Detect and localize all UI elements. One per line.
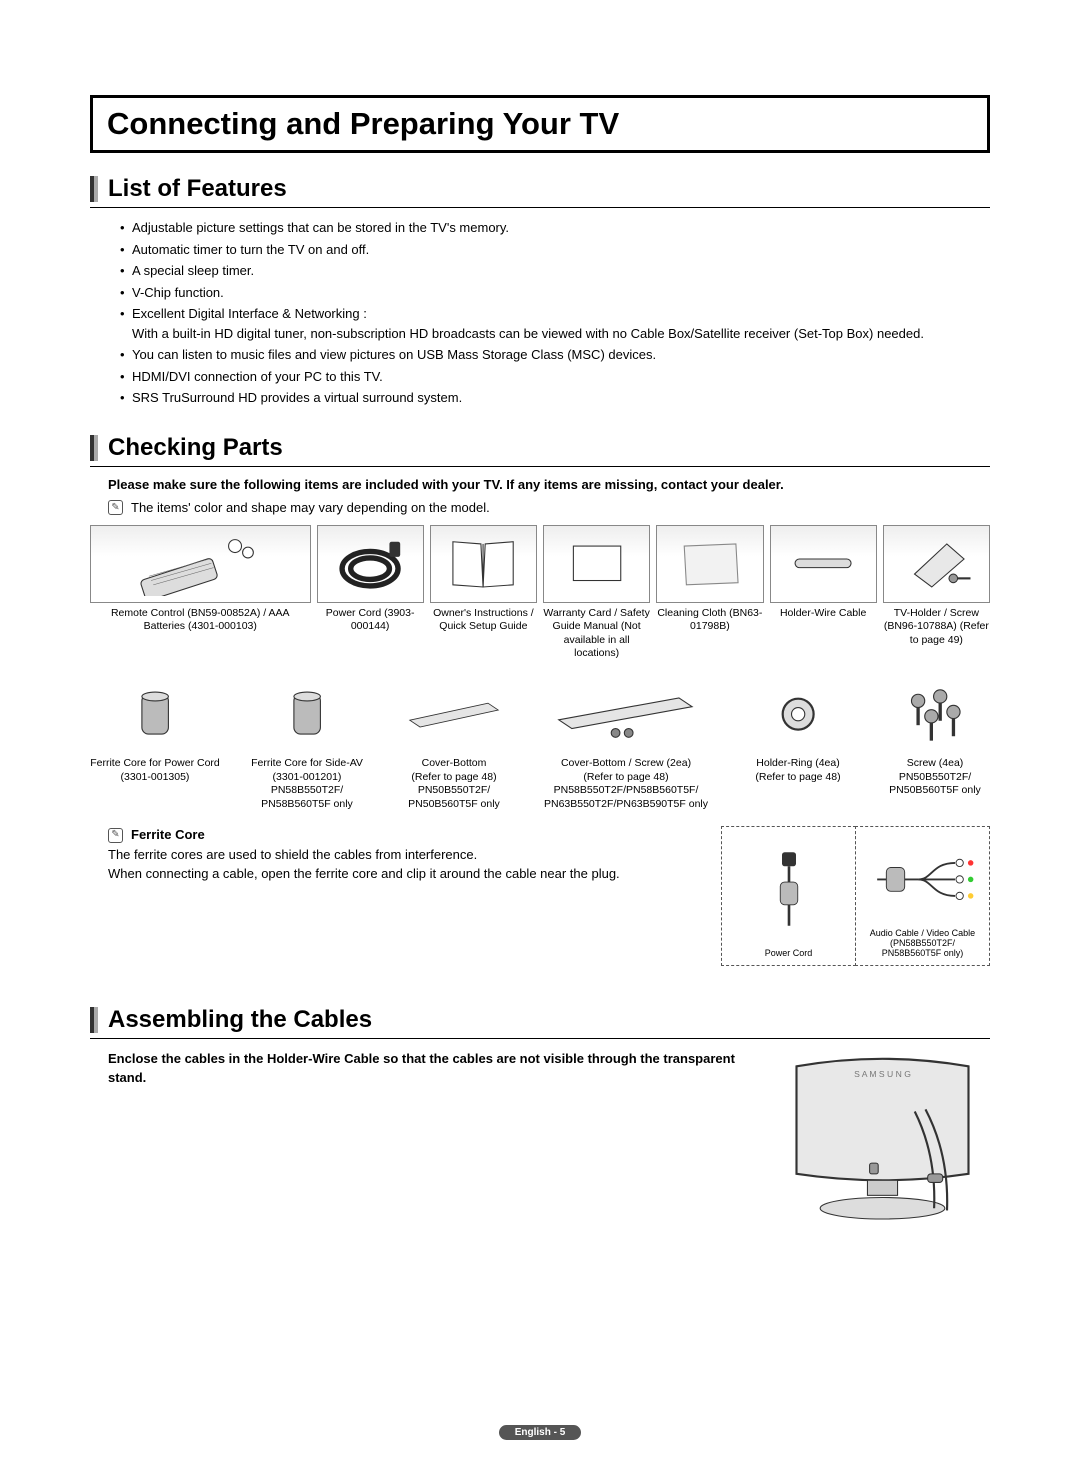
ferrite-diagrams: Power Cord Audio Cabl bbox=[721, 826, 990, 966]
part-label: Ferrite Core for Power Cord (3301-001305… bbox=[90, 757, 220, 784]
note-text: The items' color and shape may vary depe… bbox=[131, 500, 490, 515]
part-label: Power Cord (3903-000144) bbox=[317, 607, 424, 634]
book-icon bbox=[430, 525, 537, 603]
assembling-content: Enclose the cables in the Holder-Wire Ca… bbox=[90, 1049, 990, 1229]
part-label: Cleaning Cloth (BN63-01798B) bbox=[656, 607, 763, 634]
page-number: English - 5 bbox=[499, 1425, 582, 1440]
section-bar-icon bbox=[90, 176, 98, 202]
part-label: Owner's Instructions / Quick Setup Guide bbox=[430, 607, 537, 634]
ferrite-title: Ferrite Core bbox=[131, 826, 205, 845]
diagram-power-cord: Power Cord bbox=[721, 826, 856, 966]
part-tv-holder-screw: TV-Holder / Screw (BN96-10788A) (Refer t… bbox=[883, 525, 990, 662]
ferrite-core-icon bbox=[90, 675, 220, 753]
part-label: Holder-Wire Cable bbox=[770, 607, 877, 621]
section-header: Checking Parts bbox=[90, 434, 990, 467]
part-cover-bottom-screw: Cover-Bottom / Screw (2ea) (Refer to pag… bbox=[536, 675, 716, 812]
part-label: Warranty Card / Safety Guide Manual (Not… bbox=[543, 607, 650, 662]
assembling-body: Enclose the cables in the Holder-Wire Ca… bbox=[108, 1049, 755, 1088]
part-remote-control: Remote Control (BN59-00852A) / AAA Batte… bbox=[90, 525, 311, 662]
part-label: Screw (4ea) PN50B550T2F/ PN50B560T5F onl… bbox=[880, 757, 990, 798]
tv-holder-icon bbox=[883, 525, 990, 603]
section-header: Assembling the Cables bbox=[90, 1006, 990, 1039]
diagram-caption: Power Cord bbox=[765, 949, 813, 959]
remote-control-icon bbox=[90, 525, 311, 603]
part-power-cord: Power Cord (3903-000144) bbox=[317, 525, 424, 662]
part-owners-instructions: Owner's Instructions / Quick Setup Guide bbox=[430, 525, 537, 662]
section-title: Assembling the Cables bbox=[108, 1006, 372, 1034]
part-label: TV-Holder / Screw (BN96-10788A) (Refer t… bbox=[883, 607, 990, 648]
section-title: Checking Parts bbox=[108, 434, 283, 462]
power-cord-ferrite-icon bbox=[728, 833, 849, 949]
screw-icon bbox=[880, 675, 990, 753]
part-label: Remote Control (BN59-00852A) / AAA Batte… bbox=[90, 607, 311, 634]
note-icon: ✎ bbox=[108, 828, 123, 843]
cover-bottom-icon bbox=[394, 675, 514, 753]
holder-ring-icon bbox=[738, 675, 858, 753]
feature-item: HDMI/DVI connection of your PC to this T… bbox=[120, 367, 990, 387]
svg-text:S A M S U N G: S A M S U N G bbox=[854, 1069, 911, 1079]
holder-wire-icon bbox=[770, 525, 877, 603]
checking-intro: Please make sure the following items are… bbox=[108, 477, 990, 492]
part-screw-4ea: Screw (4ea) PN50B550T2F/ PN50B560T5F onl… bbox=[880, 675, 990, 812]
ferrite-text: ✎ Ferrite Core The ferrite cores are use… bbox=[108, 826, 701, 966]
part-cover-bottom: Cover-Bottom (Refer to page 48) PN50B550… bbox=[394, 675, 514, 812]
feature-item: You can listen to music files and view p… bbox=[120, 345, 990, 365]
section-bar-icon bbox=[90, 435, 98, 461]
diagram-audio-video-cable: Audio Cable / Video Cable (PN58B550T2F/ … bbox=[855, 826, 990, 966]
features-list: Adjustable picture settings that can be … bbox=[90, 218, 990, 408]
part-label: Cover-Bottom (Refer to page 48) PN50B550… bbox=[394, 757, 514, 812]
section-header: List of Features bbox=[90, 175, 990, 208]
note-row: ✎ The items' color and shape may vary de… bbox=[108, 500, 990, 515]
chapter-title: Connecting and Preparing Your TV bbox=[90, 95, 990, 153]
part-ferrite-core-side-av: Ferrite Core for Side-AV (3301-001201) P… bbox=[242, 675, 372, 812]
feature-item: A special sleep timer. bbox=[120, 261, 990, 281]
part-ferrite-core-power: Ferrite Core for Power Cord (3301-001305… bbox=[90, 675, 220, 812]
tv-back-icon: S A M S U N G bbox=[775, 1049, 990, 1229]
part-label: Holder-Ring (4ea) (Refer to page 48) bbox=[738, 757, 858, 784]
part-holder-ring: Holder-Ring (4ea) (Refer to page 48) bbox=[738, 675, 858, 812]
ferrite-body: The ferrite cores are used to shield the… bbox=[108, 846, 701, 884]
card-icon bbox=[543, 525, 650, 603]
feature-item: Excellent Digital Interface & Networking… bbox=[120, 304, 990, 343]
diagram-caption: Audio Cable / Video Cable (PN58B550T2F/ … bbox=[862, 929, 983, 959]
cover-bottom-screw-icon bbox=[536, 675, 716, 753]
part-cleaning-cloth: Cleaning Cloth (BN63-01798B) bbox=[656, 525, 763, 662]
av-cable-ferrite-icon bbox=[862, 833, 983, 929]
feature-item: Adjustable picture settings that can be … bbox=[120, 218, 990, 238]
part-holder-wire-cable: Holder-Wire Cable bbox=[770, 525, 877, 662]
ferrite-core-note: ✎ Ferrite Core The ferrite cores are use… bbox=[108, 826, 990, 966]
cloth-icon bbox=[656, 525, 763, 603]
parts-row-1: Remote Control (BN59-00852A) / AAA Batte… bbox=[90, 525, 990, 662]
feature-item: SRS TruSurround HD provides a virtual su… bbox=[120, 388, 990, 408]
feature-item: V-Chip function. bbox=[120, 283, 990, 303]
part-warranty-card: Warranty Card / Safety Guide Manual (Not… bbox=[543, 525, 650, 662]
section-assembling-cables: Assembling the Cables Enclose the cables… bbox=[90, 1006, 990, 1229]
part-label: Cover-Bottom / Screw (2ea) (Refer to pag… bbox=[536, 757, 716, 812]
part-label: Ferrite Core for Side-AV (3301-001201) P… bbox=[242, 757, 372, 812]
feature-item: Automatic timer to turn the TV on and of… bbox=[120, 240, 990, 260]
section-features: List of Features Adjustable picture sett… bbox=[90, 175, 990, 408]
power-cord-icon bbox=[317, 525, 424, 603]
page-footer: English - 5 bbox=[0, 1422, 1080, 1440]
section-bar-icon bbox=[90, 1007, 98, 1033]
parts-row-2: Ferrite Core for Power Cord (3301-001305… bbox=[90, 675, 990, 812]
note-icon: ✎ bbox=[108, 500, 123, 515]
ferrite-core-icon bbox=[242, 675, 372, 753]
section-title: List of Features bbox=[108, 175, 287, 203]
section-checking-parts: Checking Parts Please make sure the foll… bbox=[90, 434, 990, 966]
